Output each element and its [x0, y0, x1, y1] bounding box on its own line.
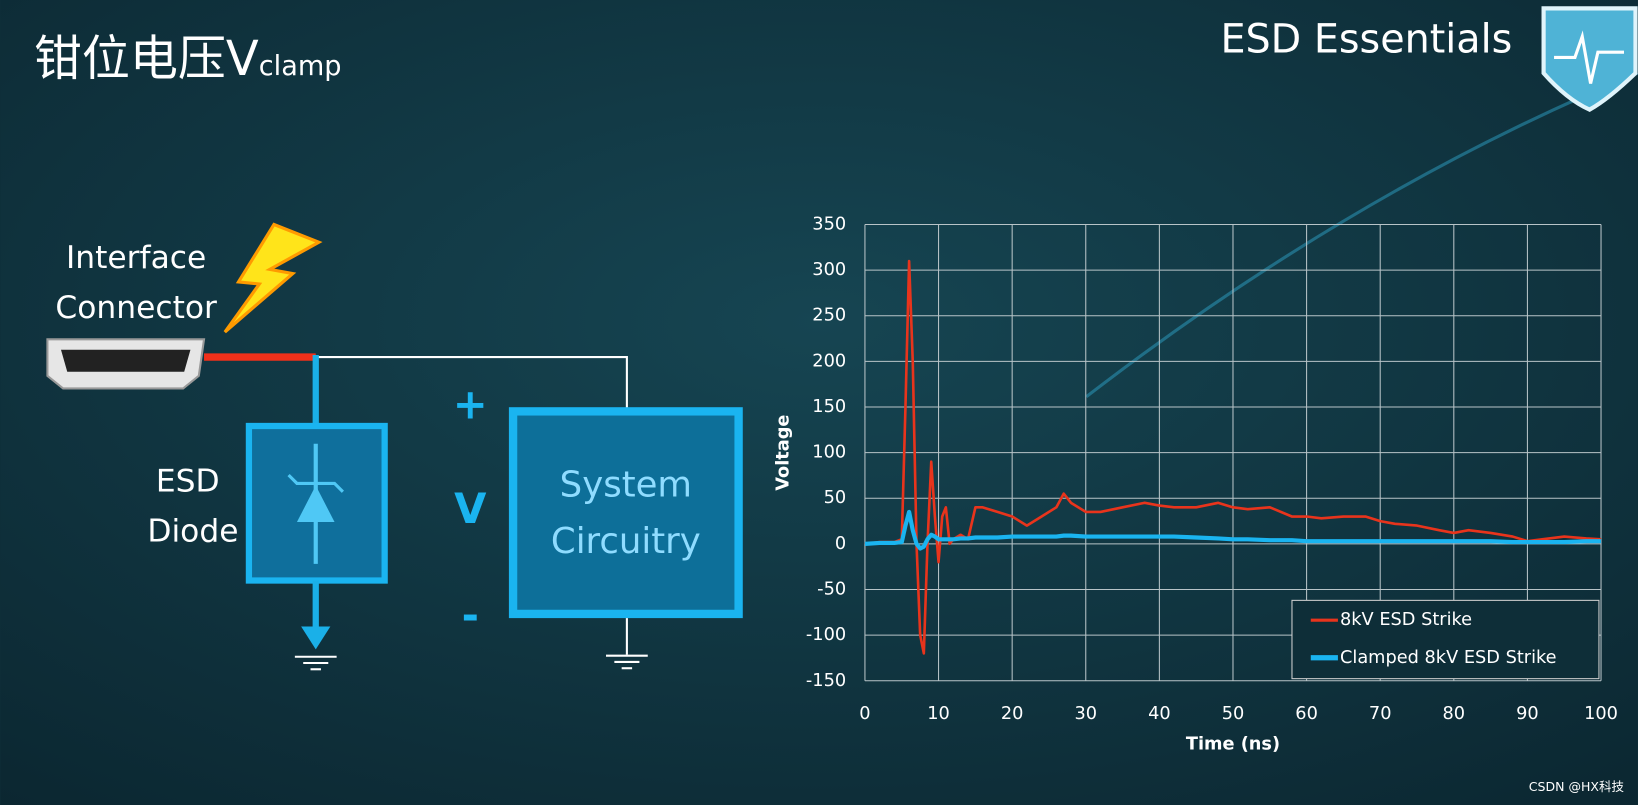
legend-label: Clamped 8kV ESD Strike [1340, 648, 1557, 668]
x-tick-label: 10 [927, 704, 950, 724]
y-tick-label: 50 [824, 488, 847, 508]
system-label: System [560, 465, 692, 506]
title-main: 钳位电压V [34, 31, 259, 87]
diode-triangle [296, 485, 335, 523]
x-tick-label: 50 [1222, 704, 1245, 724]
series-line [864, 509, 1602, 551]
y-tick-label: -50 [817, 579, 846, 599]
connector-label: Connector [55, 290, 217, 326]
y-tick-label: -100 [806, 625, 846, 645]
ground [294, 655, 337, 671]
logo-shield [1541, 6, 1638, 112]
x-axis-label: Time (ns) [1186, 734, 1280, 754]
legend-label: 8kV ESD Strike [1340, 610, 1472, 630]
y-tick-label: 150 [812, 397, 846, 417]
ground [606, 654, 648, 670]
connector-label: Interface [66, 240, 206, 276]
lightning [223, 222, 323, 334]
system-box [508, 407, 743, 619]
x-tick-label: 100 [1584, 704, 1618, 724]
x-tick-label: 60 [1295, 704, 1318, 724]
brand: ESD Essentials [1220, 16, 1512, 62]
hdmi-port [60, 349, 191, 372]
x-tick-label: 40 [1148, 704, 1171, 724]
x-tick-label: 30 [1074, 704, 1097, 724]
chart: -150 -100 -50 0 50 100 150 200 250 300 350 0 10 20 30 4… [774, 214, 1618, 754]
x-tick-label: 70 [1369, 704, 1392, 724]
voltage-sign: V [454, 484, 487, 533]
title-sub: clamp [259, 51, 342, 82]
wire [315, 356, 628, 410]
x-tick-label: 90 [1516, 704, 1539, 724]
minus-sign: - [462, 591, 479, 640]
legend-box [1291, 599, 1600, 680]
x-tick-label: 0 [859, 704, 870, 724]
y-tick-label: 100 [812, 443, 846, 463]
logo-pulse [1554, 30, 1624, 84]
zener-bar [287, 473, 344, 493]
y-axis-label: Voltage [774, 415, 794, 491]
system-label: Circuitry [551, 521, 701, 562]
y-tick-label: 350 [812, 214, 846, 234]
plus-sign: + [453, 380, 488, 429]
y-tick-label: 250 [812, 306, 846, 326]
y-tick-label: -150 [806, 671, 846, 691]
diode-label: Diode [147, 513, 238, 549]
diode-label: ESD [156, 463, 220, 499]
light-streak [1085, 71, 1638, 398]
watermark: CSDN @HX科技 [1529, 779, 1625, 794]
slide-title: 钳位电压Vclamp [34, 31, 342, 87]
y-tick-label: 200 [812, 351, 846, 371]
y-tick-label: 300 [812, 260, 846, 280]
arrow-head [301, 626, 331, 650]
series-line [864, 259, 1602, 655]
x-tick-label: 80 [1443, 704, 1466, 724]
y-tick-label: 0 [835, 534, 846, 554]
x-tick-label: 20 [1001, 704, 1024, 724]
